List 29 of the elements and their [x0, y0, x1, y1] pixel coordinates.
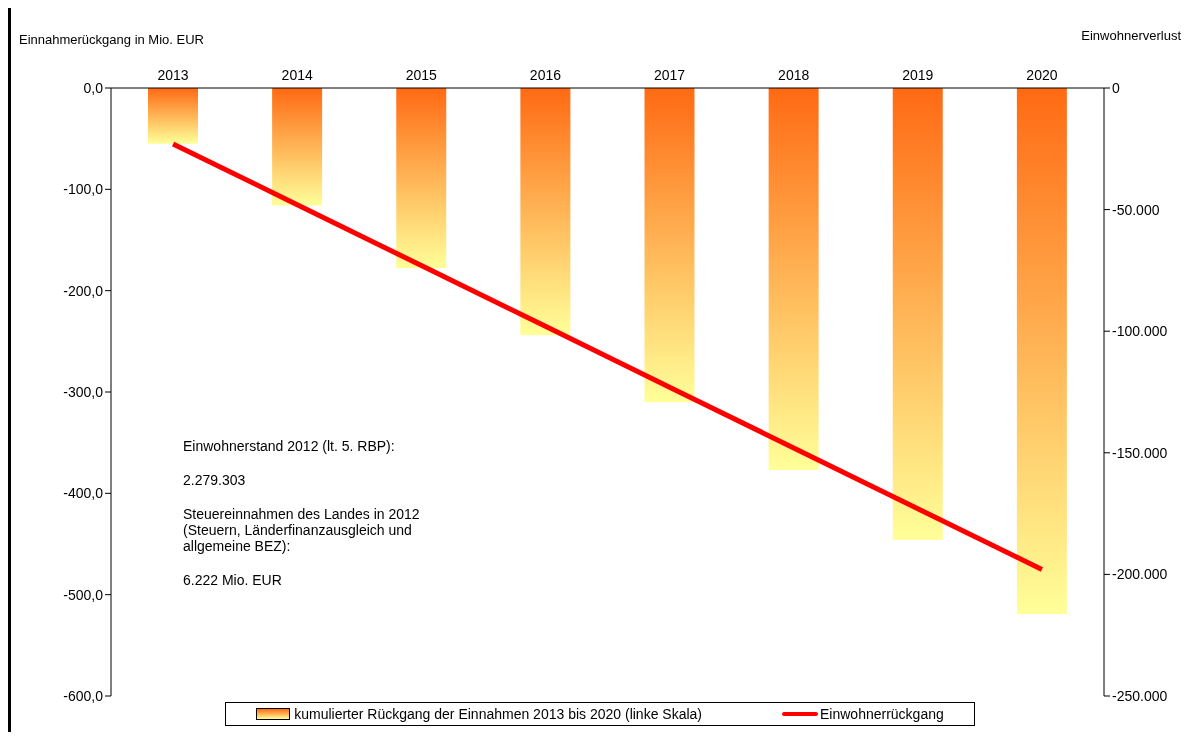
x-tick-label: 2019	[902, 67, 934, 83]
y-tick-label: -200,0	[63, 282, 104, 299]
y2-axis-title: Einwohnerverlust	[1081, 28, 1181, 43]
y2-tick-label: -250.000	[1112, 687, 1168, 704]
x-tick-label: 2018	[778, 67, 810, 83]
x-tick-label: 2014	[281, 67, 313, 83]
y2-tick-label: -50.000	[1112, 201, 1160, 218]
x-tick-label: 2017	[653, 67, 686, 83]
y2-tick-label: -100.000	[1112, 323, 1168, 340]
x-tick-label: 2016	[529, 67, 562, 83]
y-tick-label: -300,0	[63, 383, 104, 400]
annotation: Einwohnerstand 2012 (lt. 5. RBP):	[183, 438, 396, 454]
annotation: Steuereinnahmen des Landes in 2012 (Steuern, Länderfinanzausgleich und allgemeine BEZ):	[183, 506, 421, 554]
y-tick-label: -400,0	[63, 485, 104, 502]
y-tick-label: -100,0	[63, 181, 104, 198]
x-tick-label: 2020	[1026, 67, 1058, 83]
y-axis-title: Einnahmerückgang in Mio. EUR	[19, 32, 204, 47]
y2-tick-label: -200.000	[1112, 566, 1168, 583]
y-tick-label: -600,0	[63, 687, 104, 704]
y-tick-label: -500,0	[63, 586, 104, 603]
legend-label: Einwohnerrückgang	[819, 706, 944, 722]
legend-label: kumulierter Rückgang der Einnahmen 2013 bis 2020 (linke Skala)	[293, 706, 703, 722]
x-tick-label: 2013	[157, 67, 189, 83]
y2-tick-label: 0	[1112, 79, 1120, 96]
annotation: 2.279.303	[183, 472, 247, 488]
x-tick-label: 2015	[405, 67, 438, 83]
y2-tick-label: -150.000	[1112, 444, 1168, 461]
annotation: 6.222 Mio. EUR	[183, 572, 283, 588]
y-tick-label: 0,0	[83, 79, 104, 96]
